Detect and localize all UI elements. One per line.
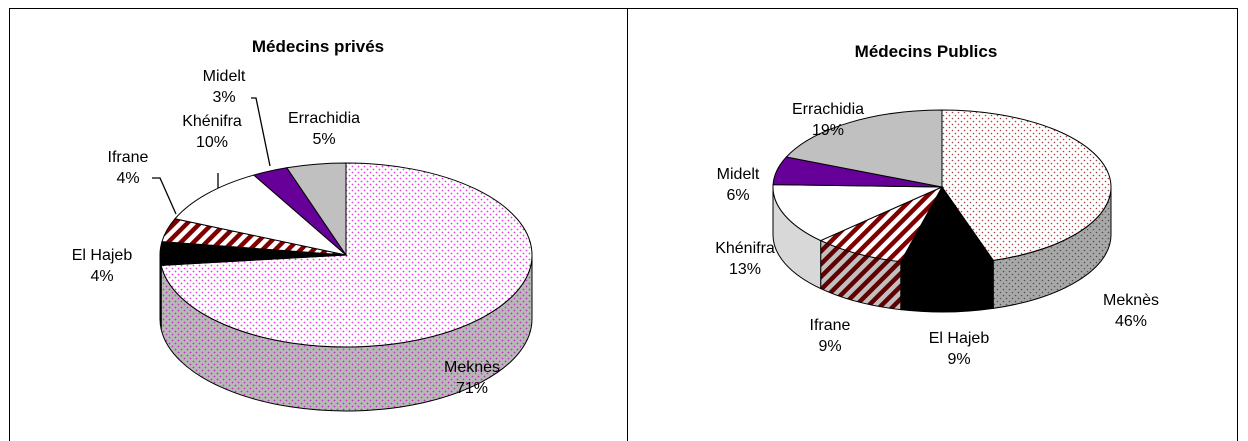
slice-value-errachidia-public: 19%	[812, 122, 844, 139]
slice-label-errachidia: Errachidia	[288, 110, 360, 127]
slice-side-el-hajeb-public	[900, 259, 994, 313]
slice-value-meknes: 71%	[456, 380, 488, 397]
slice-label-ifrane: Ifrane	[108, 149, 149, 166]
slice-el-hajeb-public	[899, 186, 995, 265]
slice-label-midelt-public: Midelt	[717, 166, 760, 183]
chart-panel-right	[628, 8, 1238, 441]
slice-value-khenifra: 10%	[196, 134, 228, 151]
slice-errachidia-private	[285, 162, 347, 257]
slice-value-el-hajeb-public: 9%	[947, 351, 970, 368]
pie-chart-right: Médecins Publics Meknès 46% El Hajeb 9% …	[715, 42, 1159, 368]
slice-value-ifrane: 4%	[116, 170, 139, 187]
slice-value-ifrane-public: 9%	[818, 338, 841, 355]
slice-label-khenifra-public: Khénifra	[715, 240, 775, 257]
pie-chart-left: Médecins privés Meknès 71% El Hajeb 4% I…	[72, 37, 533, 412]
chart-panel-left	[9, 8, 628, 441]
slice-label-khenifra: Khénifra	[182, 113, 242, 130]
slice-label-meknes-public: Meknès	[1103, 292, 1159, 309]
slice-meknes-public	[941, 109, 1112, 261]
leader-line-midelt	[251, 97, 271, 167]
slice-label-ifrane-public: Ifrane	[810, 317, 851, 334]
slice-errachidia-public	[785, 109, 943, 188]
slice-label-el-hajeb-public: El Hajeb	[929, 330, 990, 347]
slice-label-meknes: Meknès	[444, 359, 500, 376]
slice-value-midelt: 3%	[212, 89, 235, 106]
slice-value-khenifra-public: 13%	[729, 261, 761, 278]
slice-value-errachidia: 5%	[312, 131, 335, 148]
slice-value-el-hajeb: 4%	[90, 268, 113, 285]
slice-khenifra-private	[174, 174, 348, 256]
slice-label-errachidia-public: Errachidia	[792, 101, 864, 118]
slice-ifrane-public	[819, 185, 944, 263]
slice-khenifra-public	[772, 184, 943, 242]
slice-label-midelt: Midelt	[203, 68, 246, 85]
leader-line-ifrane	[152, 177, 177, 215]
slice-value-midelt-public: 6%	[726, 187, 749, 204]
chart-title-left: Médecins privés	[252, 37, 384, 56]
slice-label-el-hajeb: El Hajeb	[72, 247, 133, 264]
slice-value-meknes-public: 46%	[1115, 313, 1147, 330]
chart-title-right: Médecins Publics	[855, 42, 998, 61]
